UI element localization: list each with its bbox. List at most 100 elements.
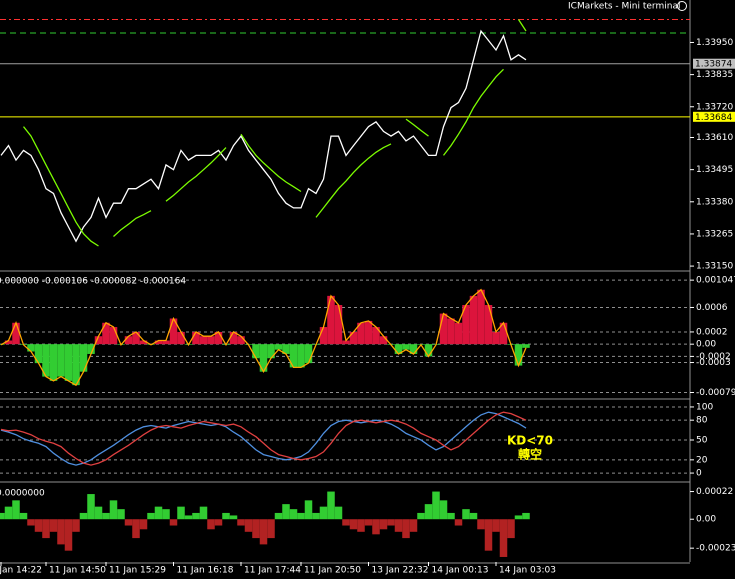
histogram-bar [372, 327, 380, 345]
histogram-bar [199, 506, 208, 520]
y-tick-label: -0.00023 [696, 544, 735, 554]
histogram-bar [417, 512, 425, 520]
histogram-bar [79, 344, 88, 372]
histogram-bar [462, 305, 470, 345]
histogram-bar [342, 519, 350, 526]
y-tick-label: 0.0002 [696, 327, 728, 337]
y-tick-label: 50 [696, 436, 708, 446]
histogram-bar [109, 327, 118, 345]
histogram-bar [439, 500, 448, 520]
histogram-bar [237, 519, 245, 526]
y-tick-label: 0 [696, 469, 702, 479]
series-line [22, 19, 527, 247]
histogram-bar [4, 340, 13, 345]
y-tick-label: 20 [696, 455, 708, 465]
y-tick-label: 0.00022 [696, 487, 733, 497]
histogram-bar [267, 344, 275, 359]
histogram-bar [49, 344, 58, 381]
histogram-bar [94, 336, 103, 345]
histogram-bar [349, 331, 358, 345]
histogram-bar [507, 519, 515, 539]
histogram-bar [439, 313, 448, 345]
histogram-bar [447, 512, 455, 520]
histogram-bar [192, 512, 200, 520]
x-tick-label: 11 Jan 14:50 [49, 566, 106, 576]
histogram-bar [454, 519, 463, 526]
histogram-bar [34, 344, 43, 364]
y-tick-label: 0.0006 [696, 303, 728, 313]
histogram-bar [102, 512, 110, 520]
histogram-bar [177, 506, 185, 520]
histogram-bar [282, 504, 290, 520]
histogram-bar [0, 512, 5, 520]
histogram-bar [514, 515, 523, 520]
histogram-bar [447, 318, 455, 345]
histogram-bar [237, 336, 245, 345]
histogram-bar [289, 344, 298, 368]
histogram-bar [402, 519, 410, 539]
histogram-bar [379, 519, 388, 530]
price-tag [693, 111, 735, 122]
histogram-bar [12, 322, 20, 345]
histogram-bar [327, 491, 335, 520]
histogram-bar [229, 331, 238, 345]
price-tag [693, 58, 735, 69]
histogram-bar [154, 506, 163, 520]
y-tick-label: 1.33950 [696, 38, 733, 48]
histogram-bar [499, 519, 508, 557]
histogram-bar [102, 322, 110, 345]
y-tick-label: -0.00079 [696, 388, 735, 398]
histogram-bar [334, 305, 343, 345]
histogram-bar [252, 344, 260, 359]
y-tick-label: -0.0003 [696, 358, 731, 368]
histogram-bar [94, 506, 103, 520]
y-tick-label: 1.33150 [696, 262, 733, 272]
histogram-bar [357, 519, 365, 532]
histogram-bar [42, 344, 50, 377]
histogram-bar [364, 519, 373, 526]
signal-line [0, 288, 527, 387]
histogram-bar [432, 491, 440, 520]
histogram-bar [132, 519, 140, 539]
histogram-bar [522, 344, 530, 348]
price-tag-label: 1.33874 [695, 60, 732, 70]
histogram-bar [222, 512, 230, 520]
histogram-bar [139, 519, 148, 530]
histogram-bar [334, 506, 343, 520]
histogram-bar [42, 519, 50, 539]
x-tick-label: 11 Jan 17:44 [244, 566, 301, 576]
histogram-bar [304, 344, 313, 364]
annotation: 轉空 [518, 447, 542, 462]
terminal-title: ICMarkets - Mini terminal [568, 2, 680, 12]
histogram-bar [492, 519, 500, 532]
indicator-values: 0.0000000 [0, 489, 45, 499]
x-tick-label: 11 Jan 14:22 [0, 566, 42, 576]
histogram-bar [109, 500, 118, 520]
x-tick-label: 11 Jan 15:29 [109, 566, 166, 576]
y-tick-label: 1.33610 [696, 133, 733, 143]
histogram-bar [64, 344, 73, 381]
histogram-bar [49, 519, 58, 532]
histogram-bar [139, 340, 148, 345]
histogram-bar [72, 344, 80, 386]
histogram-bar [27, 519, 35, 526]
histogram-bar [274, 344, 283, 350]
y-tick-label: 0.00 [696, 515, 716, 525]
histogram-bar [64, 519, 73, 551]
histogram-bar [327, 295, 335, 345]
histogram-bar [27, 344, 35, 352]
histogram-bar [394, 344, 403, 354]
series-line [0, 29, 527, 243]
histogram-bar [297, 344, 305, 368]
histogram-bar [424, 344, 433, 357]
histogram-bar [214, 331, 223, 345]
histogram-bar [169, 519, 178, 526]
histogram-bar [402, 344, 410, 350]
x-tick-label: 14 Jan 03:03 [499, 566, 556, 576]
y-tick-label: 1.33720 [696, 102, 733, 112]
histogram-bar [349, 519, 358, 530]
histogram-bar [57, 519, 65, 545]
histogram-bar [477, 519, 485, 530]
histogram-bar [34, 519, 43, 532]
